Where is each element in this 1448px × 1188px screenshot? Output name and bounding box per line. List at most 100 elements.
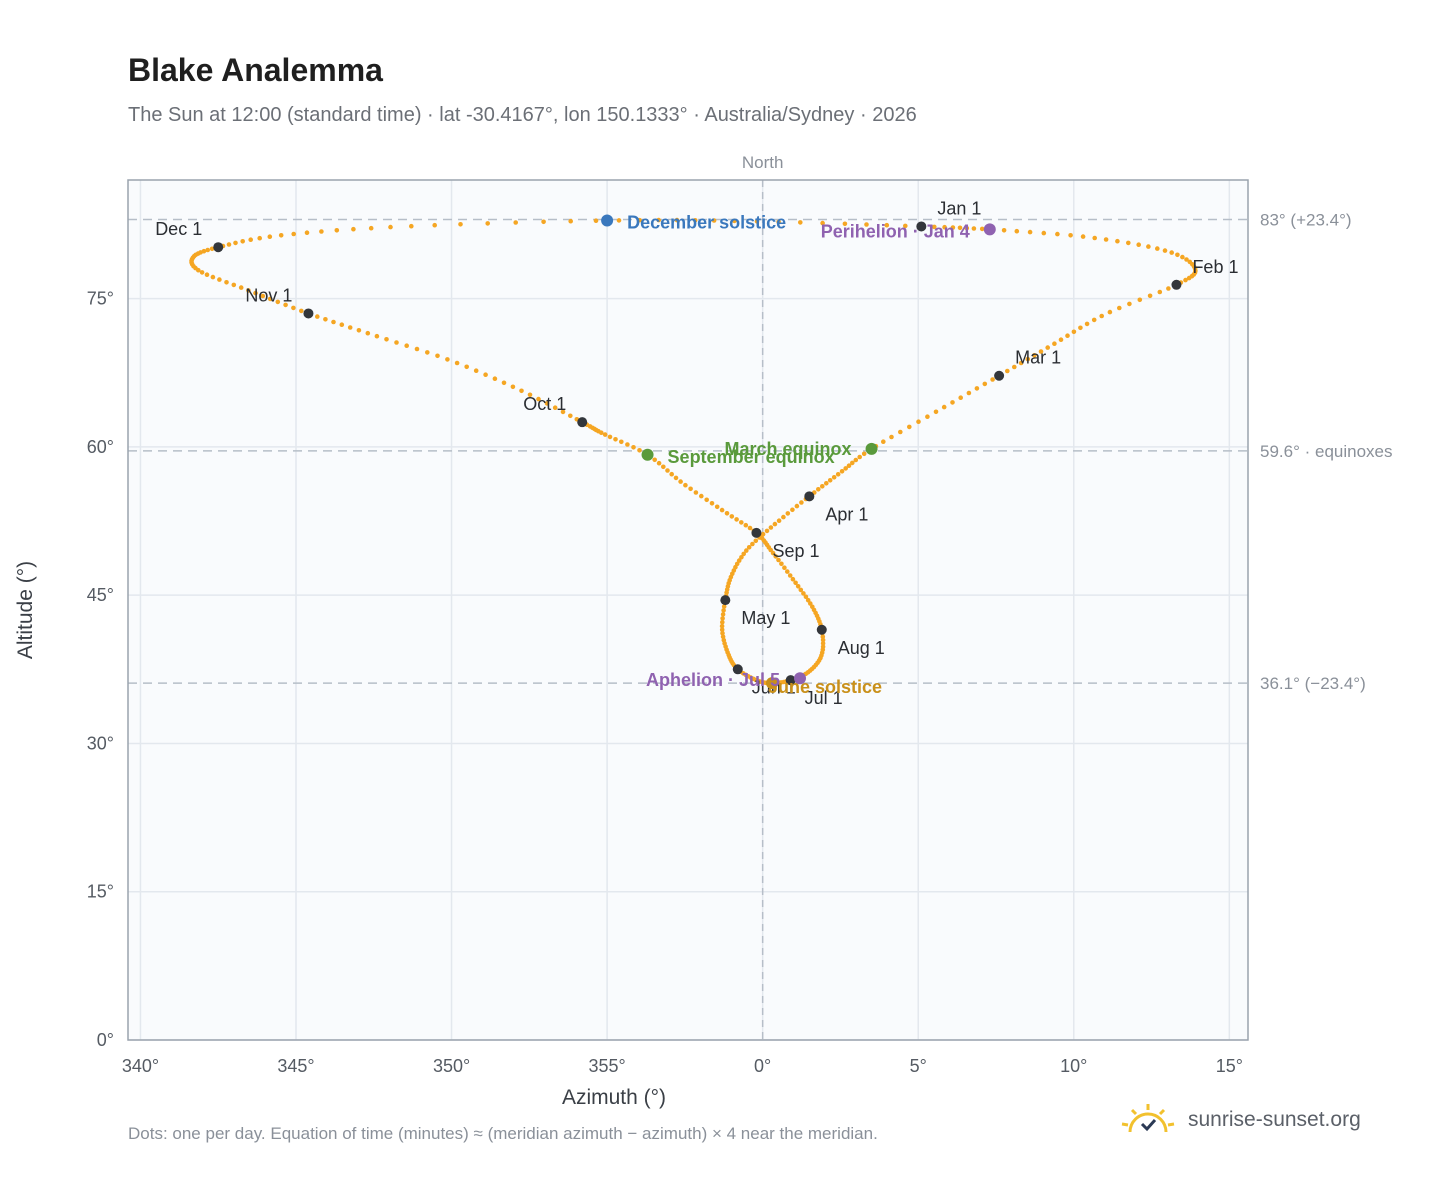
event-marker <box>641 448 654 461</box>
month-label: Oct 1 <box>523 394 566 414</box>
daily-sun-dot <box>513 220 518 225</box>
daily-sun-dot <box>776 518 782 523</box>
event-marker <box>794 672 806 685</box>
daily-sun-dot <box>458 222 463 227</box>
daily-sun-dot <box>1058 337 1064 343</box>
event-marker <box>601 214 614 227</box>
daily-sun-dot <box>1041 230 1047 236</box>
daily-sun-dot <box>593 218 599 223</box>
brand[interactable]: sunrise-sunset.org <box>1120 1102 1361 1138</box>
month-label: Sep 1 <box>772 541 819 561</box>
daily-sun-dot <box>315 314 320 319</box>
daily-sun-dot <box>454 360 460 366</box>
daily-sun-dot <box>803 594 809 600</box>
daily-sun-dot <box>692 218 698 223</box>
daily-sun-dot <box>631 445 636 450</box>
daily-sun-dot <box>846 463 852 469</box>
month-marker <box>916 221 927 232</box>
month-label: Jul 1 <box>805 688 843 708</box>
daily-sun-dot <box>1147 293 1153 299</box>
daily-sun-dot <box>637 448 642 453</box>
daily-sun-dot <box>864 222 869 227</box>
footnote: Dots: one per day. Equation of time (min… <box>128 1124 878 1143</box>
daily-sun-dot <box>217 277 222 282</box>
chart-subtitle: The Sun at 12:00 (standard time) · lat -… <box>128 104 917 126</box>
daily-sun-dot <box>982 381 988 387</box>
month-marker <box>994 370 1005 381</box>
daily-sun-dot <box>720 612 726 617</box>
daily-sun-dot <box>291 305 296 311</box>
event-marker <box>865 442 878 455</box>
daily-sun-dot <box>1157 289 1163 295</box>
daily-sun-dot <box>776 557 781 563</box>
daily-sun-dot <box>1155 246 1160 251</box>
month-label: Nov 1 <box>245 285 292 305</box>
daily-sun-dot <box>388 224 393 230</box>
daily-sun-dot <box>1005 368 1010 374</box>
daily-sun-dot <box>721 608 726 613</box>
month-label: May 1 <box>741 608 790 628</box>
reference-line-label: 36.1° (−23.4°) <box>1260 674 1366 693</box>
x-tick-label: 350° <box>433 1056 470 1076</box>
event-label: Aphelion · Jul 5 <box>646 670 780 690</box>
daily-sun-dot <box>1025 356 1031 362</box>
daily-sun-dot <box>204 272 210 278</box>
daily-sun-dot <box>510 384 516 390</box>
month-label: Mar 1 <box>1015 348 1061 368</box>
daily-sun-dot <box>798 220 803 225</box>
month-label: Jan 1 <box>937 198 981 218</box>
daily-sun-dot <box>619 439 624 445</box>
daily-sun-dot <box>941 404 947 410</box>
daily-sun-dot <box>790 576 796 582</box>
plot-border <box>127 179 1249 1041</box>
daily-sun-dot <box>656 460 662 466</box>
daily-sun-dot <box>1137 297 1143 303</box>
daily-sun-dot <box>1146 244 1151 249</box>
daily-sun-dot <box>750 541 755 547</box>
month-label: Aug 1 <box>838 638 885 658</box>
brand-name[interactable]: sunrise-sunset.org <box>1188 1108 1361 1131</box>
daily-sun-dot <box>933 409 939 415</box>
month-marker <box>816 624 827 635</box>
daily-sun-dot <box>1071 329 1077 335</box>
daily-sun-dot <box>445 357 450 362</box>
daily-sun-dot <box>607 434 613 440</box>
x-tick-label: 345° <box>277 1056 314 1076</box>
daily-sun-dot <box>958 395 963 401</box>
daily-sun-dot <box>201 248 207 254</box>
daily-sun-dot <box>1078 325 1083 331</box>
month-marker <box>213 242 224 253</box>
event-label: December solstice <box>627 213 786 233</box>
reference-line-label: 83° (+23.4°) <box>1260 211 1352 230</box>
daily-sun-dot <box>816 487 821 492</box>
daily-sun-dot <box>736 558 742 563</box>
daily-sun-dot <box>1027 229 1033 235</box>
daily-sun-dot <box>240 239 245 244</box>
daily-sun-dot <box>790 507 795 513</box>
daily-sun-dot <box>810 604 815 610</box>
daily-sun-dot <box>831 475 837 480</box>
y-tick-label: 45° <box>87 585 114 605</box>
x-tick-label: 0° <box>754 1056 771 1076</box>
daily-sun-dot <box>889 434 894 440</box>
daily-sun-dot <box>669 471 674 477</box>
daily-sun-dot <box>795 584 801 589</box>
daily-sun-dot <box>492 376 498 382</box>
daily-sun-dot <box>291 231 297 237</box>
daily-sun-dot <box>1162 248 1168 253</box>
daily-sun-dot <box>1001 228 1007 233</box>
daily-sun-dot <box>267 234 273 239</box>
daily-sun-dot <box>1084 321 1090 327</box>
daily-sun-dot <box>916 419 921 425</box>
daily-sun-dot <box>693 490 699 495</box>
daily-sun-dot <box>674 217 680 223</box>
event-label: June solstice <box>768 677 882 697</box>
daily-sun-dot <box>656 217 661 223</box>
daily-sun-dot <box>820 484 825 489</box>
daily-sun-dot <box>820 220 825 226</box>
daily-sun-dot <box>699 493 704 499</box>
x-tick-label: 340° <box>122 1056 159 1076</box>
daily-sun-dot <box>1183 277 1188 283</box>
daily-sun-dot <box>260 293 266 299</box>
